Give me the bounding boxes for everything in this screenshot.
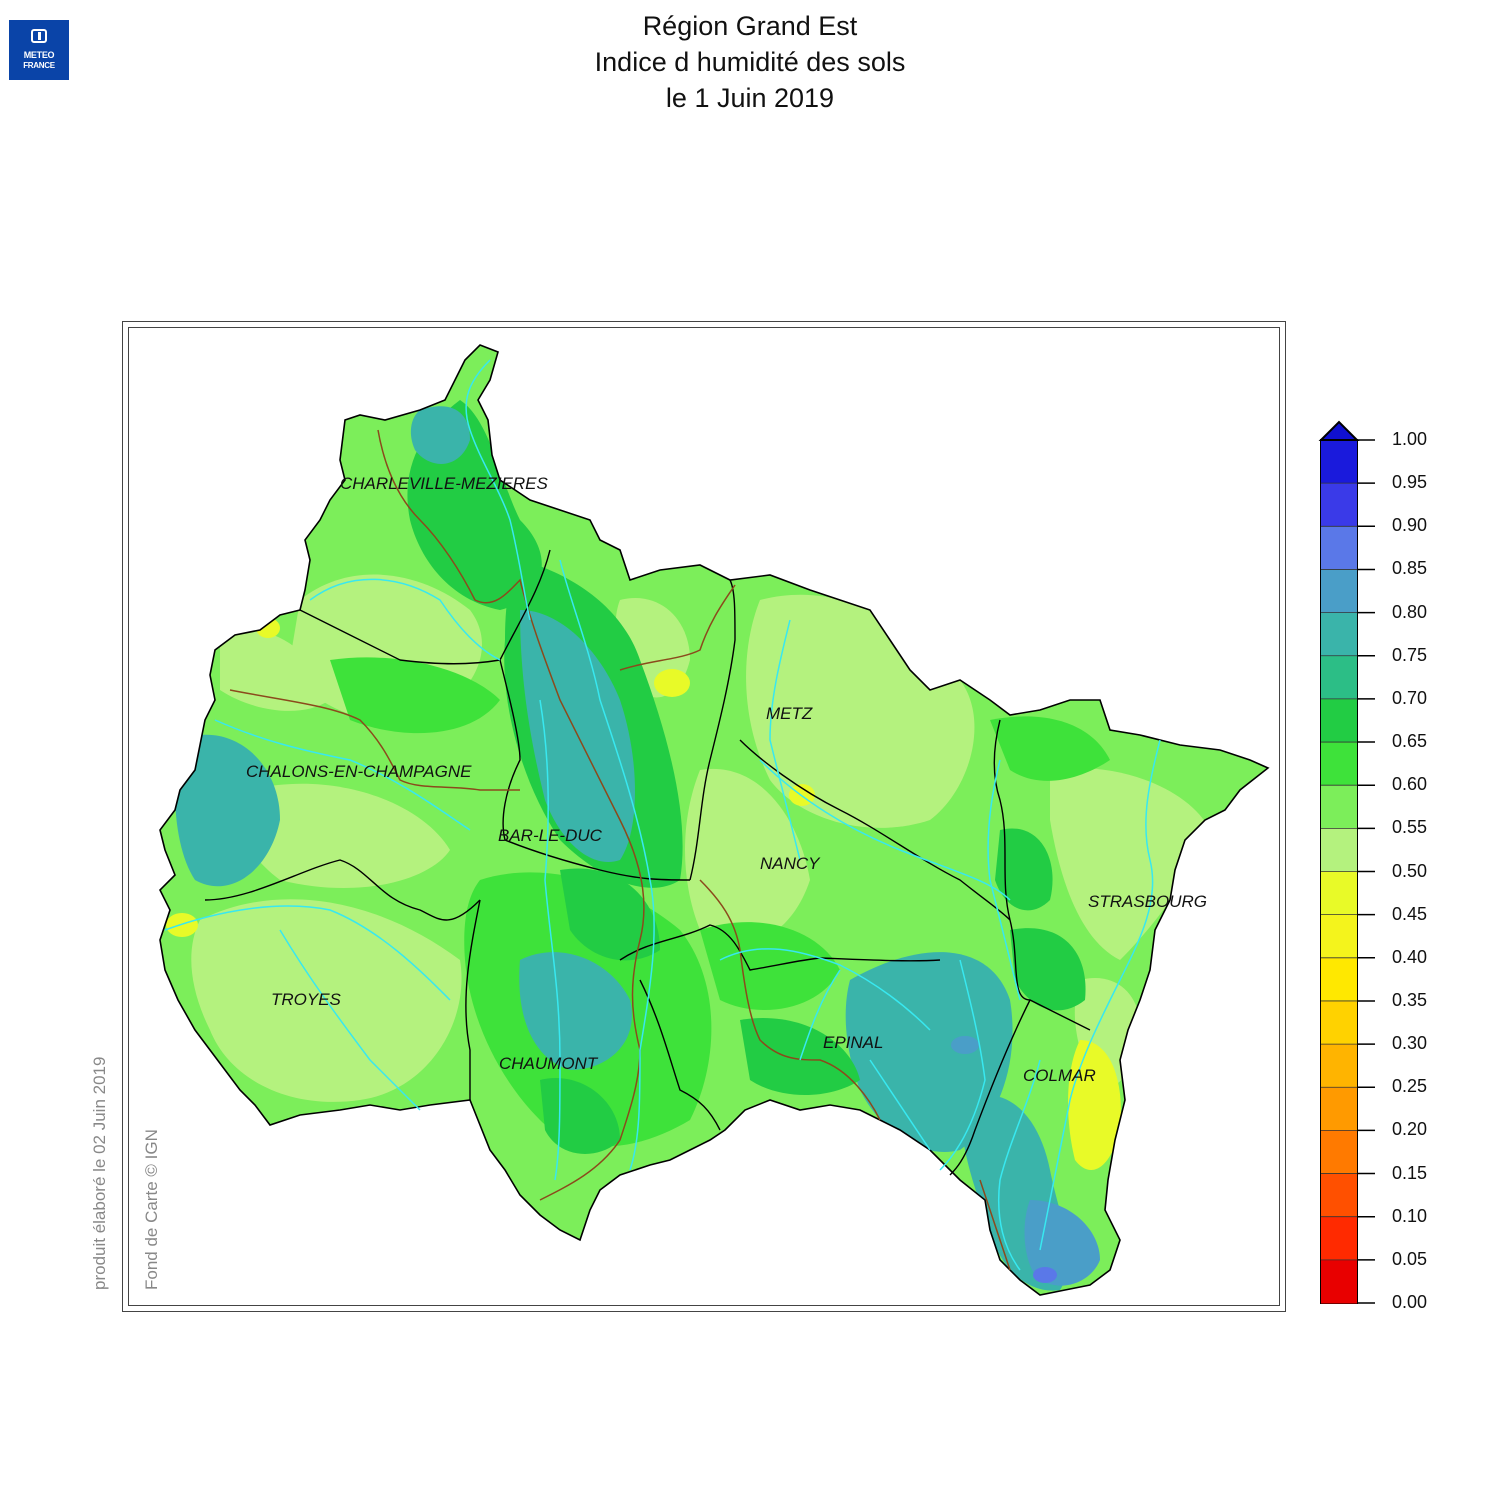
legend-label: 0.35 xyxy=(1392,989,1428,1010)
map-frame-inner xyxy=(128,327,1280,1306)
city-bar-le-duc: BAR-LE-DUC xyxy=(498,826,602,845)
basin-borders xyxy=(229,429,1011,1271)
map-credit-note: Fond de Carte © IGN xyxy=(142,1129,161,1290)
legend-swatch xyxy=(1321,1173,1357,1218)
meteo-france-logo: METEO FRANCE xyxy=(9,20,69,80)
city-strasbourg: STRASBOURG xyxy=(1088,892,1208,911)
city-metz: METZ xyxy=(766,704,813,723)
legend-swatch xyxy=(1321,742,1357,786)
legend-swatch xyxy=(1321,871,1357,916)
legend-label: 0.15 xyxy=(1392,1162,1428,1183)
legend-label: 0.30 xyxy=(1392,1033,1428,1054)
legend-label: 1.00 xyxy=(1392,429,1428,449)
title-indicator: Indice d humidité des sols xyxy=(594,47,906,77)
legend-label: 0.95 xyxy=(1392,472,1428,493)
legend-swatch xyxy=(1321,1130,1357,1175)
legend-swatch xyxy=(1321,1000,1357,1045)
legend-label: 0.00 xyxy=(1392,1292,1428,1312)
title-date: le 1 Juin 2019 xyxy=(665,83,835,113)
legend-label: 0.40 xyxy=(1392,946,1428,967)
city-epinal: EPINAL xyxy=(823,1033,884,1052)
legend-label: 0.65 xyxy=(1392,731,1428,752)
legend-swatch xyxy=(1321,914,1357,959)
legend-swatch xyxy=(1321,655,1357,700)
city-nancy: NANCY xyxy=(760,854,820,873)
legend-swatch xyxy=(1321,785,1357,829)
legend-colorbar xyxy=(1318,420,1375,1304)
production-date-note: produit élaboré le 02 Juin 2019 xyxy=(90,1056,109,1290)
legend-swatch xyxy=(1321,483,1357,527)
legend-label: 0.25 xyxy=(1392,1076,1428,1097)
legend-label: 0.55 xyxy=(1392,817,1428,838)
legend-label: 0.70 xyxy=(1392,687,1428,708)
city-colmar: COLMAR xyxy=(1023,1066,1096,1085)
legend-swatch xyxy=(1321,698,1357,743)
legend-label: 0.20 xyxy=(1392,1119,1428,1140)
legend-label: 0.80 xyxy=(1392,601,1428,622)
legend-label: 0.75 xyxy=(1392,644,1428,665)
legend-label: 0.45 xyxy=(1392,903,1428,924)
logo-line1: METEO xyxy=(23,50,55,60)
legend-label: 0.10 xyxy=(1392,1205,1428,1226)
logo-icon xyxy=(31,29,47,43)
logo-line2: FRANCE xyxy=(23,61,55,70)
rivers xyxy=(164,359,1161,1271)
legend-swatch xyxy=(1321,828,1357,872)
city-chaumont: CHAUMONT xyxy=(499,1054,598,1073)
legend-swatch xyxy=(1321,612,1357,657)
legend-swatch xyxy=(1321,440,1357,484)
map-frame-outer xyxy=(122,321,1286,1312)
legend-label: 0.85 xyxy=(1392,558,1428,579)
legend-swatch xyxy=(1321,1087,1357,1131)
legend-swatch xyxy=(1321,1044,1357,1088)
legend-label: 0.60 xyxy=(1392,774,1428,795)
legend-label: 0.50 xyxy=(1392,860,1428,881)
title-region: Région Grand Est xyxy=(642,11,858,41)
legend-swatch xyxy=(1321,569,1357,614)
city-troyes: TROYES xyxy=(271,990,341,1009)
legend-label: 0.05 xyxy=(1392,1248,1428,1269)
legend-swatch xyxy=(1321,1216,1357,1261)
legend-swatch xyxy=(1321,1259,1357,1304)
legend-swatch xyxy=(1321,957,1357,1002)
city-charleville-mezieres: CHARLEVILLE-MEZIERES xyxy=(340,474,548,493)
legend-label: 0.90 xyxy=(1392,515,1428,536)
city-chalons-en-champagne: CHALONS-EN-CHAMPAGNE xyxy=(246,762,472,781)
legend-swatch xyxy=(1321,526,1357,570)
department-borders xyxy=(204,549,1091,1176)
